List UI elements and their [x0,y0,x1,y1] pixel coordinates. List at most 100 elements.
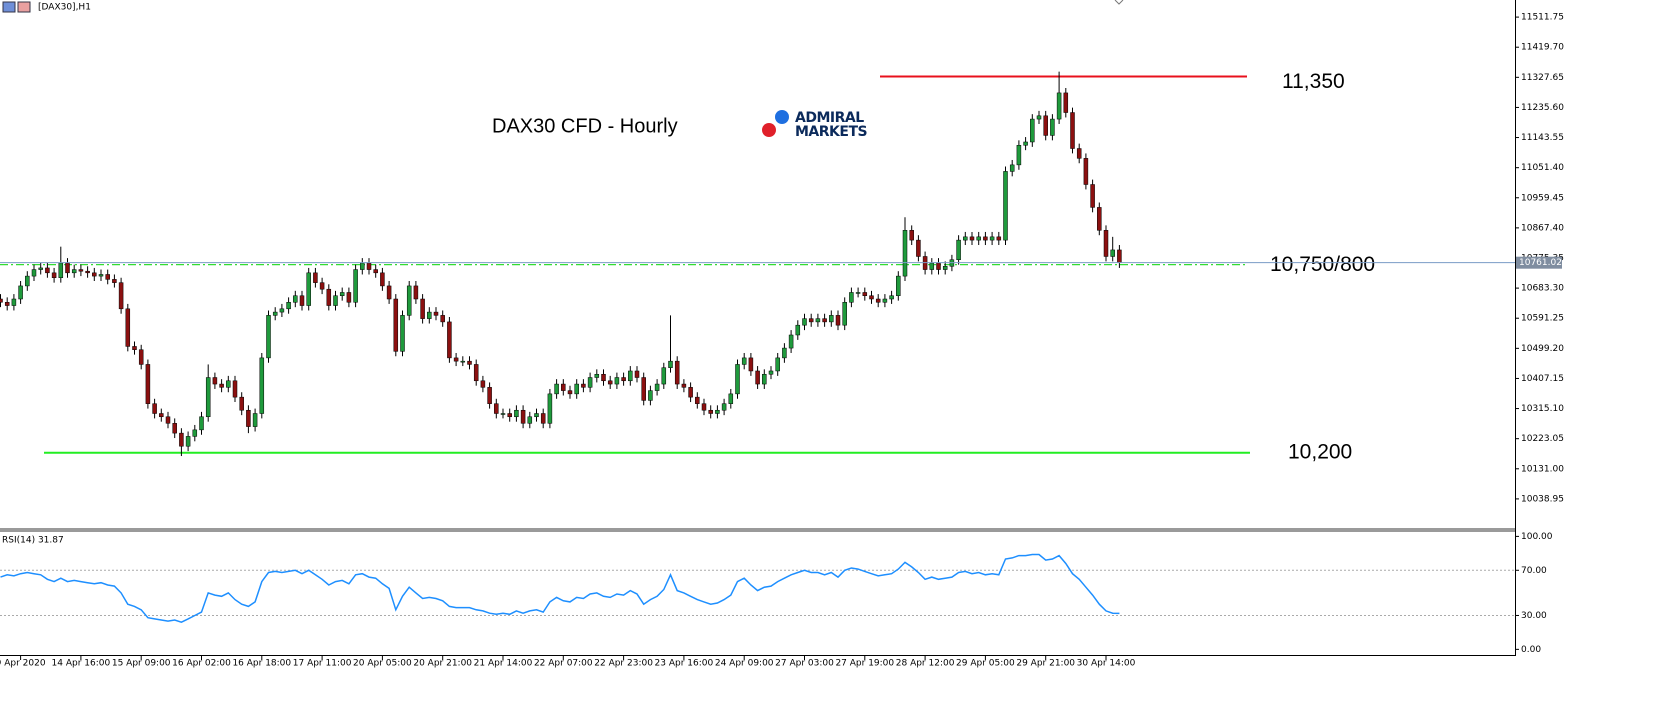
candle-body [708,409,713,414]
y-tick-label: 11327.65 [1521,73,1564,83]
candle-body [641,377,646,401]
candle-body [748,357,754,372]
candle-body [976,236,981,241]
candle-body [869,295,874,300]
candle-body [386,285,392,300]
x-tick-label: 16 Apr 18:00 [232,659,291,669]
candle-body [380,272,385,287]
candle-body [916,239,921,257]
y-tick-label: 11511.75 [1521,13,1564,23]
candle-body [1023,141,1028,146]
candle-body [71,269,77,274]
candle-body [621,377,626,382]
candle-body [165,416,171,424]
candle-body [581,383,586,388]
x-tick-label: 15 Apr 09:00 [112,659,171,669]
candle-body [768,370,774,375]
candle-body [85,270,90,274]
candle-body [963,236,968,241]
candle-body [440,315,445,323]
candle-body [65,262,70,274]
candle-body [1030,118,1035,143]
logo-dot [775,110,789,124]
candle-body [527,416,533,424]
candle-body [179,432,184,447]
candle-body [1003,171,1008,241]
candle-body [902,230,908,277]
candle-body [373,269,378,274]
y-tick-label: 10131.00 [1521,464,1564,474]
candle-body [313,272,318,283]
candle-body [339,292,345,296]
candle-body [420,298,425,319]
candle-body [996,236,1002,241]
candle-body [681,383,687,388]
candle-body [31,269,37,277]
candle-body [755,370,760,385]
price-label-box [1516,256,1562,269]
candle-body [534,413,539,418]
rsi-line [0,553,1120,624]
candle-body [212,377,218,385]
candle-body [520,409,526,424]
candle-body [467,360,472,365]
candle-body [51,272,57,278]
candle-body [480,380,486,388]
candle-body [1097,207,1102,231]
candle-body [701,403,707,411]
candle-body [855,292,861,294]
candle-body [989,236,995,241]
y-tick-label: 10683.30 [1521,284,1564,294]
candle-body [969,236,975,241]
candle-body [547,393,553,424]
candle-body [1050,118,1055,136]
candle-body [92,272,97,277]
candle-body [507,413,512,418]
candle-body [192,429,198,437]
candle-body [882,298,888,303]
candle-body [648,390,653,401]
logo-text: MARKETS [795,124,868,140]
candle-body [453,357,459,362]
candle-body [1103,230,1109,257]
candle-body [132,346,137,350]
candle-body [661,367,667,385]
candle-body [319,282,325,290]
x-tick-label: 24 Apr 09:00 [715,659,774,669]
x-tick-label: 16 Apr 02:00 [172,659,231,669]
candle-body [1043,115,1048,136]
x-tick-label: 20 Apr 05:00 [353,659,412,669]
candle-body [239,396,244,411]
symbol-icon [17,1,31,13]
candle-body [400,315,405,352]
candle-body [668,360,673,368]
candle-body [695,396,700,404]
shift-marker [1114,0,1124,5]
candle-body [159,413,164,418]
y-tick-label: 0.00 [1521,645,1541,655]
candle-body [936,262,941,270]
y-tick-label: 10038.95 [1521,494,1564,504]
candle-body [862,292,868,296]
candle-body [326,288,332,306]
candle-body [232,380,238,398]
candle-body [634,370,640,378]
candle-body [346,292,352,303]
candle-body [226,380,231,388]
candle-body [607,380,613,385]
candle-body [983,236,988,241]
candle-body [11,298,17,306]
candle-body [956,239,961,260]
candle-body [500,413,506,415]
y-tick-label: 10867.40 [1521,223,1564,233]
candle-body [353,269,358,303]
candle-body [802,318,807,326]
candle-body [18,285,23,300]
y-tick-label: 10407.15 [1521,374,1564,384]
candle-body [460,360,466,363]
x-tick-label: 14 Apr 16:00 [52,659,111,669]
candle-body [246,409,251,427]
candle-body [808,318,814,323]
level-label: 10,200 [1288,440,1352,463]
